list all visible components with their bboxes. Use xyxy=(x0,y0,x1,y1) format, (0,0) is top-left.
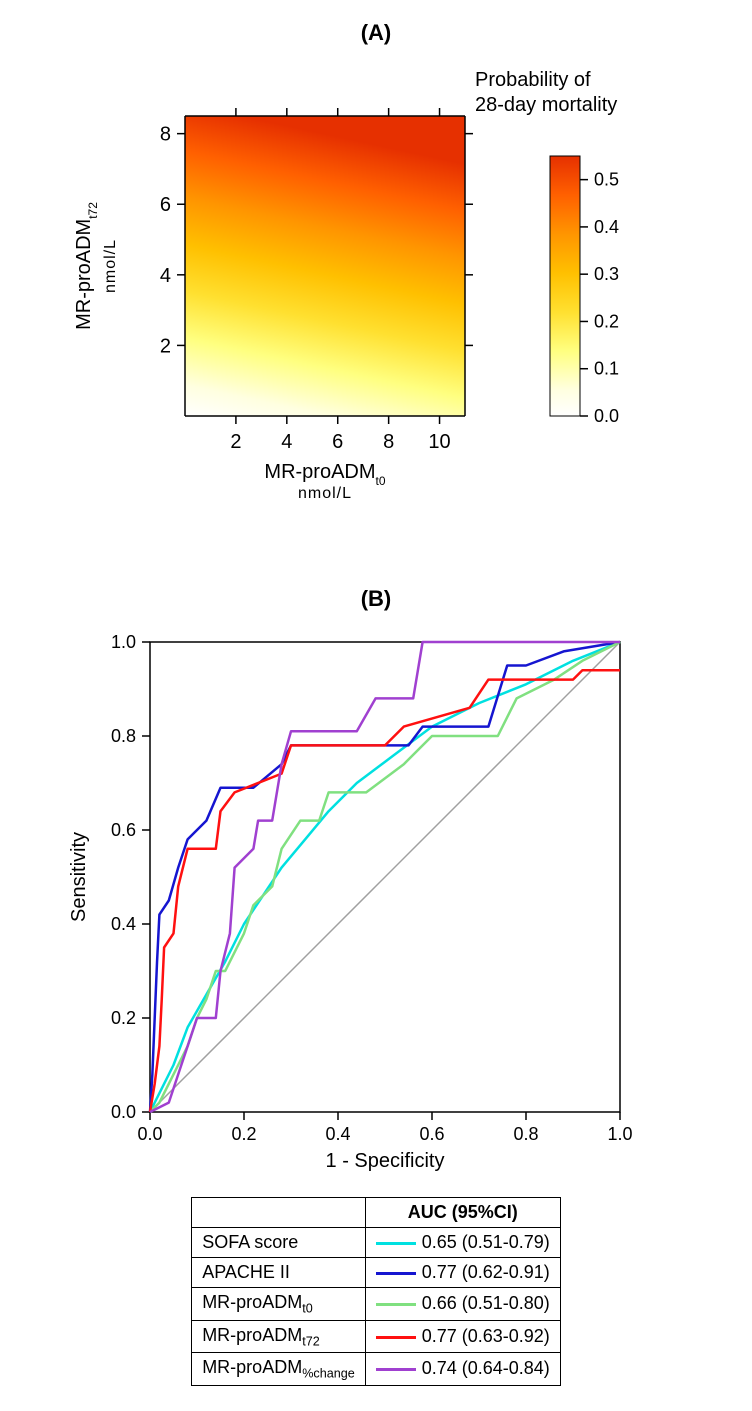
svg-text:1.0: 1.0 xyxy=(607,1124,632,1144)
legend-auc: 0.66 (0.51-0.80) xyxy=(365,1288,560,1321)
legend-color-swatch xyxy=(376,1336,416,1339)
legend-auc: 0.65 (0.51-0.79) xyxy=(365,1228,560,1258)
legend-auc: 0.74 (0.64-0.84) xyxy=(365,1353,560,1386)
legend-name: SOFA score xyxy=(192,1228,366,1258)
svg-text:0.4: 0.4 xyxy=(594,217,619,237)
svg-text:MR-proADMt72: MR-proADMt72 xyxy=(73,202,100,330)
svg-text:8: 8 xyxy=(160,124,171,146)
svg-text:4: 4 xyxy=(160,265,171,287)
svg-text:0.4: 0.4 xyxy=(111,914,136,934)
legend-row: APACHE II0.77 (0.62-0.91) xyxy=(192,1258,561,1288)
svg-text:nmol/L: nmol/L xyxy=(102,239,119,293)
svg-text:Probability of: Probability of xyxy=(475,69,591,91)
legend-color-swatch xyxy=(376,1272,416,1275)
svg-text:MR-proADMt0: MR-proADMt0 xyxy=(264,461,385,488)
legend-row: SOFA score0.65 (0.51-0.79) xyxy=(192,1228,561,1258)
legend-name: MR-proADM%change xyxy=(192,1353,366,1386)
svg-text:28-day mortality: 28-day mortality xyxy=(475,94,617,116)
legend-color-swatch xyxy=(376,1368,416,1371)
legend-auc: 0.77 (0.63-0.92) xyxy=(365,1320,560,1353)
legend-auc: 0.77 (0.62-0.91) xyxy=(365,1258,560,1288)
legend-color-swatch xyxy=(376,1242,416,1245)
svg-text:0.2: 0.2 xyxy=(594,311,619,331)
panel-b-roc: 0.0 0.2 0.4 0.6 0.8 1.0 0.0 0.2 0.4 0.6 0.8 1.0 1 - … xyxy=(20,622,720,1182)
legend-row: MR-proADMt720.77 (0.63-0.92) xyxy=(192,1320,561,1353)
svg-text:1 - Specificity: 1 - Specificity xyxy=(326,1150,445,1172)
legend-color-swatch xyxy=(376,1303,416,1306)
legend-name: APACHE II xyxy=(192,1258,366,1288)
svg-text:0.0: 0.0 xyxy=(137,1124,162,1144)
panel-a-label: (A) xyxy=(20,20,732,46)
svg-text:0.3: 0.3 xyxy=(594,264,619,284)
svg-text:4: 4 xyxy=(281,431,292,453)
svg-text:2: 2 xyxy=(160,335,171,357)
svg-text:0.6: 0.6 xyxy=(419,1124,444,1144)
legend-header-name xyxy=(192,1198,366,1228)
svg-text:0.2: 0.2 xyxy=(231,1124,256,1144)
svg-text:2: 2 xyxy=(230,431,241,453)
svg-text:0.6: 0.6 xyxy=(111,820,136,840)
panel-a-heatmap: Probability of 28-day mortality 2 4 6 8 10 2 4 6 8… xyxy=(20,56,720,576)
svg-text:nmol/L: nmol/L xyxy=(298,485,352,502)
svg-text:0.8: 0.8 xyxy=(111,726,136,746)
svg-text:0.0: 0.0 xyxy=(111,1102,136,1122)
svg-text:0.2: 0.2 xyxy=(111,1008,136,1028)
svg-text:10: 10 xyxy=(428,431,450,453)
legend-row: MR-proADMt00.66 (0.51-0.80) xyxy=(192,1288,561,1321)
panel-b-label: (B) xyxy=(20,586,732,612)
svg-text:0.5: 0.5 xyxy=(594,170,619,190)
svg-text:0.8: 0.8 xyxy=(513,1124,538,1144)
svg-text:1.0: 1.0 xyxy=(111,632,136,652)
legend-row: MR-proADM%change0.74 (0.64-0.84) xyxy=(192,1353,561,1386)
svg-text:6: 6 xyxy=(332,431,343,453)
svg-text:Sensitivity: Sensitivity xyxy=(68,832,90,922)
svg-text:0.1: 0.1 xyxy=(594,359,619,379)
svg-text:8: 8 xyxy=(383,431,394,453)
auc-legend-table: AUC (95%CI) SOFA score0.65 (0.51-0.79)AP… xyxy=(191,1197,561,1386)
legend-name: MR-proADMt72 xyxy=(192,1320,366,1353)
svg-text:6: 6 xyxy=(160,194,171,216)
svg-text:0.0: 0.0 xyxy=(594,406,619,426)
legend-header-auc: AUC (95%CI) xyxy=(365,1198,560,1228)
legend-name: MR-proADMt0 xyxy=(192,1288,366,1321)
svg-text:0.4: 0.4 xyxy=(325,1124,350,1144)
